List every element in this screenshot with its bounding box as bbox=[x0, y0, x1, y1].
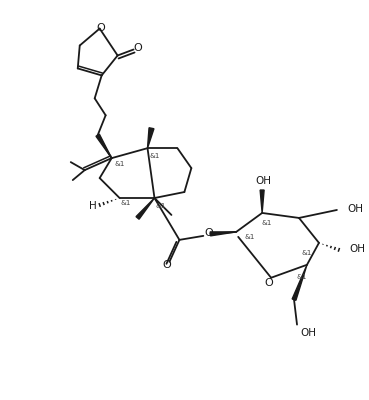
Polygon shape bbox=[136, 198, 155, 219]
Text: &1: &1 bbox=[149, 153, 160, 159]
Text: &1: &1 bbox=[245, 234, 255, 240]
Text: O: O bbox=[96, 22, 105, 32]
Polygon shape bbox=[260, 190, 264, 213]
Text: &1: &1 bbox=[120, 200, 131, 206]
Text: &1: &1 bbox=[155, 203, 166, 209]
Polygon shape bbox=[148, 128, 154, 148]
Polygon shape bbox=[210, 232, 236, 236]
Text: O: O bbox=[265, 278, 273, 288]
Text: &1: &1 bbox=[302, 250, 312, 256]
Text: &1: &1 bbox=[297, 274, 307, 280]
Text: O: O bbox=[162, 260, 171, 270]
Text: O: O bbox=[204, 228, 213, 238]
Text: OH: OH bbox=[348, 204, 364, 214]
Text: H: H bbox=[89, 201, 97, 211]
Text: OH: OH bbox=[350, 244, 366, 254]
Text: OH: OH bbox=[300, 328, 316, 338]
Polygon shape bbox=[96, 134, 112, 158]
Text: OH: OH bbox=[255, 176, 271, 186]
Text: &1: &1 bbox=[114, 161, 125, 167]
Text: O: O bbox=[133, 42, 142, 52]
Text: &1: &1 bbox=[262, 220, 272, 226]
Polygon shape bbox=[292, 265, 307, 300]
